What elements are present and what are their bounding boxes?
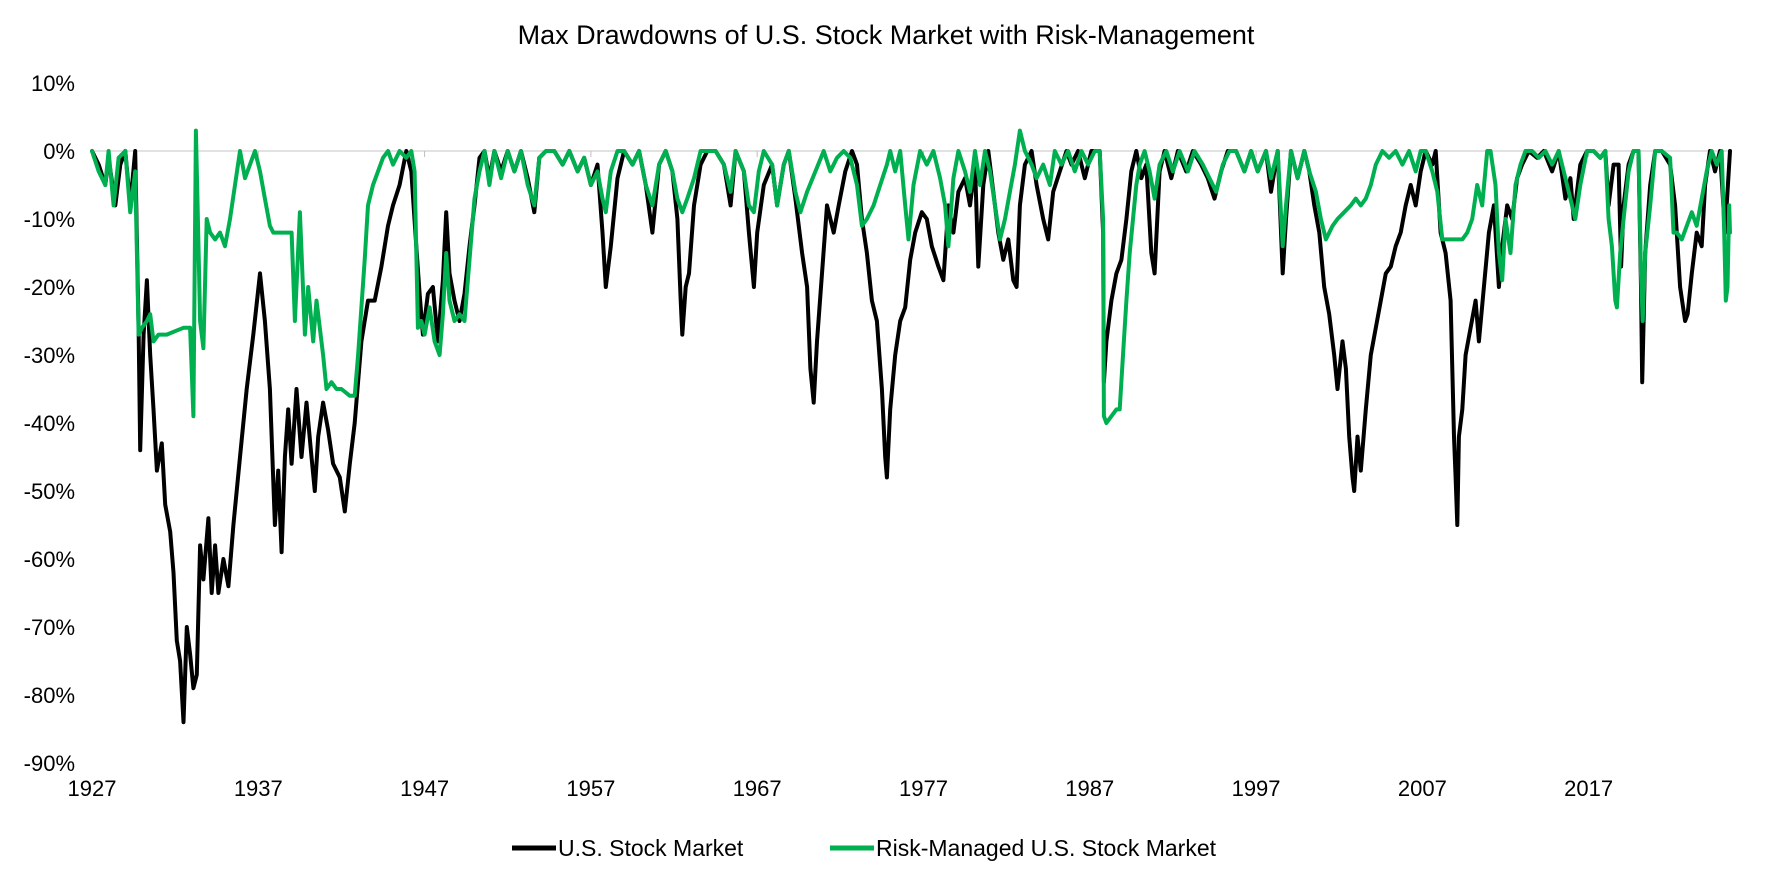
y-tick-label-70: -70% [24, 615, 75, 640]
chart-legend: U.S. Stock Market Risk-Managed U.S. Stock… [512, 835, 1217, 861]
legend-label-risk-managed-u-s-stock-market: Risk-Managed U.S. Stock Market [876, 835, 1217, 861]
x-tick-label-1957: 1957 [566, 776, 615, 801]
series-line-u-s-stock-market [90, 149, 1732, 725]
chart-title: Max Drawdowns of U.S. Stock Market with … [518, 20, 1255, 50]
x-tick-label-2017: 2017 [1564, 776, 1613, 801]
y-tick-label-50: -50% [24, 479, 75, 504]
series-lines [90, 128, 1732, 725]
y-tick-label-20: -20% [24, 275, 75, 300]
y-tick-label-30: -30% [24, 343, 75, 368]
y-tick-label-0: 0% [43, 139, 75, 164]
x-tick-label-1927: 1927 [68, 776, 117, 801]
series-line-risk-managed-u-s-stock-market [90, 128, 1732, 425]
x-tick-label-1937: 1937 [234, 776, 283, 801]
x-tick-label-1977: 1977 [899, 776, 948, 801]
x-tick-label-1987: 1987 [1065, 776, 1114, 801]
legend-label-u-s-stock-market: U.S. Stock Market [558, 835, 744, 861]
y-tick-label-40: -40% [24, 411, 75, 436]
x-tick-label-1997: 1997 [1232, 776, 1281, 801]
y-tick-label-10: -10% [24, 207, 75, 232]
x-tick-label-2007: 2007 [1398, 776, 1447, 801]
x-tick-label-1967: 1967 [733, 776, 782, 801]
y-tick-label-80: -80% [24, 683, 75, 708]
y-tick-label-90: -90% [24, 751, 75, 776]
y-tick-label-60: -60% [24, 547, 75, 572]
y-axis-tick-labels: 10% 0% -10% -20% -30% -40% -50% -60% -70% -80% -90… [24, 71, 75, 776]
x-axis: 1927 1937 1947 1957 1967 1977 1987 1997 2007 2017 [68, 150, 1730, 801]
y-tick-label-10: 10% [31, 71, 75, 96]
x-tick-label-1947: 1947 [400, 776, 449, 801]
